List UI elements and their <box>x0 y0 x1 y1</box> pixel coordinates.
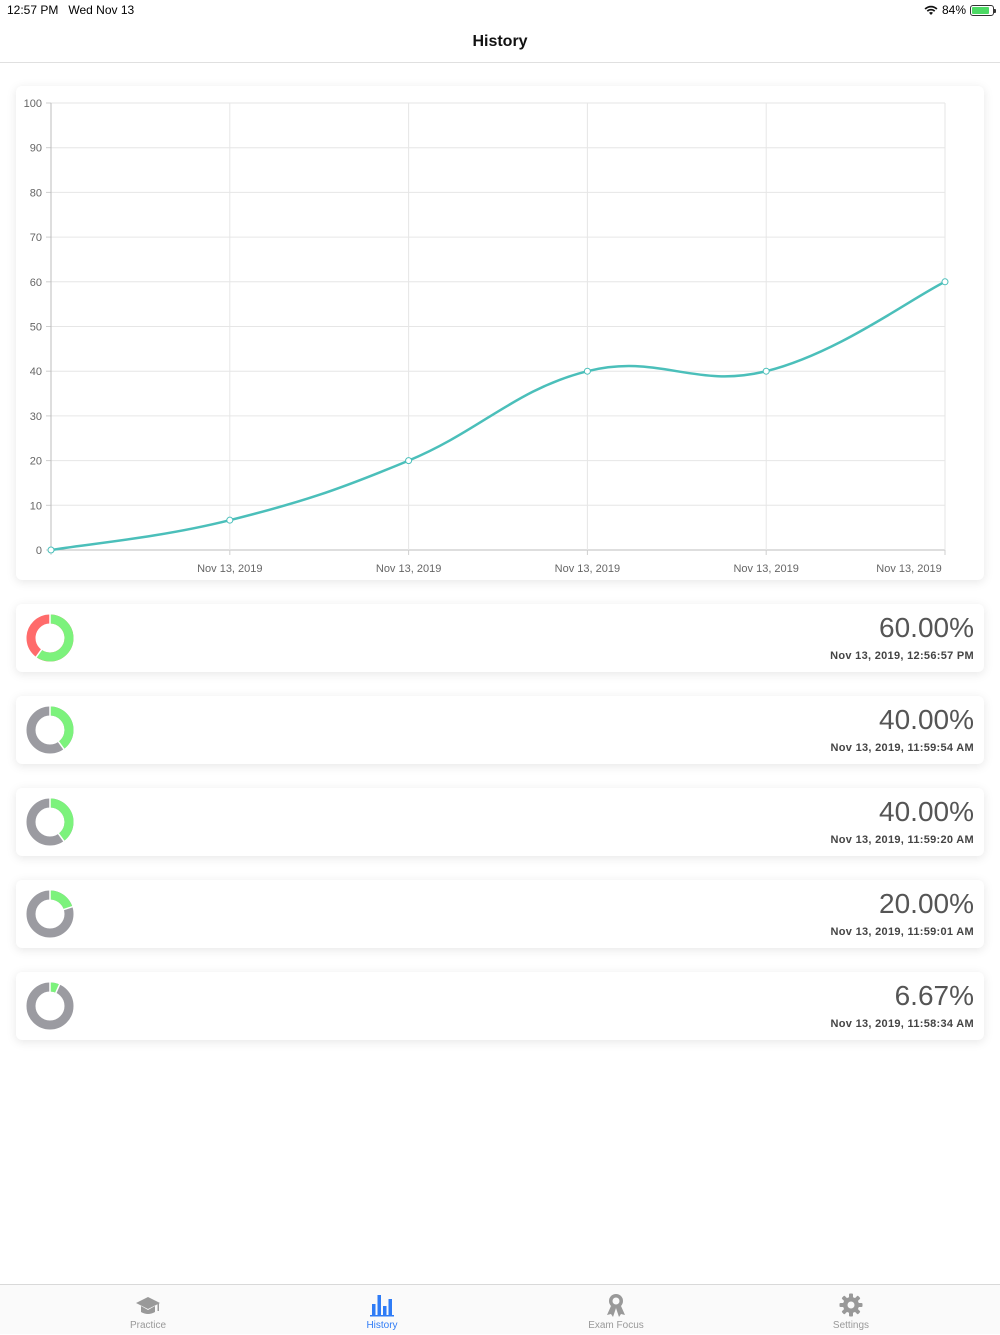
page-title: History <box>472 33 528 50</box>
tab-history[interactable]: History <box>265 1285 499 1335</box>
graduation-cap-icon <box>136 1297 160 1314</box>
y-tick-label: 30 <box>30 411 42 423</box>
score-percent: 40.00% <box>879 796 974 827</box>
battery-percent: 84% <box>941 3 966 17</box>
y-tick-label: 90 <box>30 143 42 155</box>
tab-label-settings: Settings <box>832 1320 870 1331</box>
y-tick-label: 100 <box>24 98 42 110</box>
y-tick-label: 10 <box>30 500 42 512</box>
y-tick-label: 80 <box>30 187 42 199</box>
data-point <box>47 546 55 554</box>
y-tick-label: 60 <box>30 277 42 289</box>
score-percent: 6.67% <box>894 980 974 1011</box>
donut-remainder-segment <box>26 982 74 1030</box>
status-date: Wed Nov 13 <box>68 3 135 17</box>
tab-settings[interactable]: Settings <box>734 1285 968 1335</box>
award-ribbon-icon <box>607 1294 625 1317</box>
donut-separator <box>63 905 74 911</box>
score-donut-chart <box>26 614 74 662</box>
x-tick-label: Nov 13, 2019 <box>197 563 262 575</box>
donut-separator <box>35 648 43 658</box>
y-tick-label: 40 <box>30 366 42 378</box>
status-right: 84% <box>924 3 996 17</box>
score-percent: 20.00% <box>879 888 974 919</box>
score-percent: 40.00% <box>879 704 974 735</box>
score-timestamp: Nov 13, 2019, 12:56:57 PM <box>830 650 974 662</box>
battery-icon <box>970 4 996 16</box>
score-line <box>50 280 946 552</box>
status-time: 12:57 PM <box>7 3 59 17</box>
score-donut-chart <box>26 798 74 846</box>
bar-chart-icon <box>370 1295 394 1317</box>
y-tick-label: 70 <box>30 232 42 244</box>
score-timestamp: Nov 13, 2019, 11:59:20 AM <box>830 834 974 846</box>
tab-exam-focus[interactable]: Exam Focus <box>499 1285 733 1335</box>
status-bar: 12:57 PM Wed Nov 13 84% <box>0 0 1000 22</box>
y-tick-label: 20 <box>30 456 42 468</box>
x-tick-label: Nov 13, 2019 <box>876 563 941 575</box>
status-left: 12:57 PM Wed Nov 13 <box>7 3 134 17</box>
data-point <box>226 516 234 524</box>
tab-bar: Practice History Exam Focus <box>0 1284 1000 1334</box>
score-timestamp: Nov 13, 2019, 11:59:01 AM <box>830 926 974 938</box>
score-percent: 60.00% <box>879 612 974 643</box>
history-row[interactable]: 40.00% Nov 13, 2019, 11:59:20 AM <box>16 788 984 856</box>
gear-icon <box>839 1293 863 1317</box>
history-row[interactable]: 20.00% Nov 13, 2019, 11:59:01 AM <box>16 880 984 948</box>
history-chart-card: 0 10 20 30 40 50 60 70 80 90 100 Nov 13, 2019 Nov 13… <box>16 86 984 580</box>
x-tick-label: Nov 13, 2019 <box>555 563 620 575</box>
tab-label-history: History <box>366 1320 398 1331</box>
x-tick-label: Nov 13, 2019 <box>733 563 798 575</box>
donut-separator <box>55 983 61 994</box>
score-timestamp: Nov 13, 2019, 11:58:34 AM <box>830 1018 974 1030</box>
history-row[interactable]: 40.00% Nov 13, 2019, 11:59:54 AM <box>16 696 984 764</box>
data-point <box>941 278 949 286</box>
history-row[interactable]: 6.67% Nov 13, 2019, 11:58:34 AM <box>16 972 984 1040</box>
score-donut-chart <box>26 982 74 1030</box>
data-point <box>762 367 770 375</box>
wifi-icon <box>924 5 938 15</box>
donut-separator <box>57 740 65 750</box>
navigation-bar: History <box>0 22 1000 63</box>
donut-separator <box>57 832 65 842</box>
x-tick-label: Nov 13, 2019 <box>376 563 441 575</box>
score-timestamp: Nov 13, 2019, 11:59:54 AM <box>830 742 974 754</box>
tab-label-practice: Practice <box>129 1320 167 1331</box>
data-point <box>405 457 413 465</box>
history-line-chart: 0 10 20 30 40 50 60 70 80 90 100 Nov 13, 2019 Nov 13… <box>24 98 949 575</box>
battery-fill <box>972 6 989 14</box>
y-tick-label: 50 <box>30 322 42 334</box>
y-tick-label: 0 <box>36 545 42 557</box>
tab-practice[interactable]: Practice <box>31 1285 265 1335</box>
tab-label-exam-focus: Exam Focus <box>588 1320 644 1331</box>
data-point <box>583 367 591 375</box>
score-donut-chart <box>26 706 74 754</box>
score-donut-chart <box>26 890 74 938</box>
history-row[interactable]: 60.00% Nov 13, 2019, 12:56:57 PM <box>16 604 984 672</box>
